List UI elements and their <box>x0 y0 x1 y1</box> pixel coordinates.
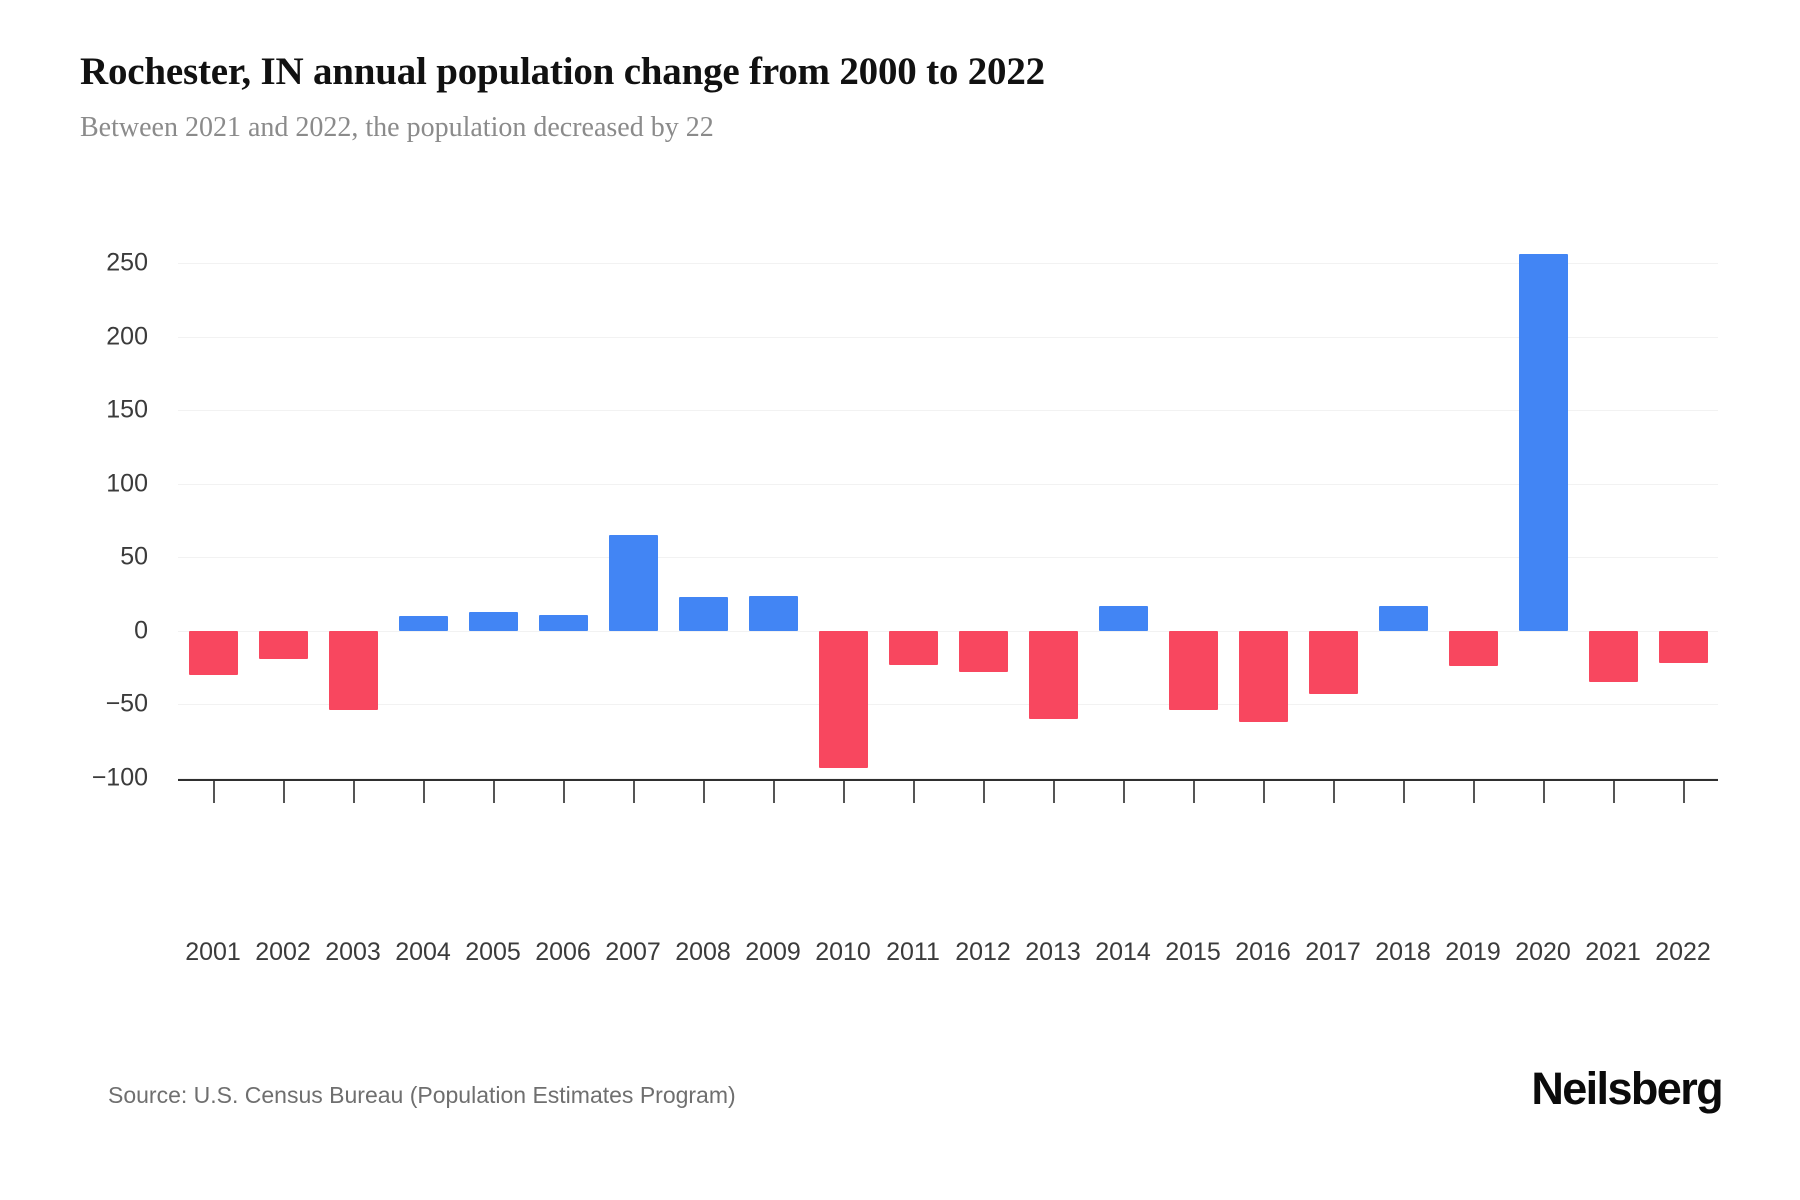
y-tick-label: 150 <box>106 395 148 424</box>
x-axis-tickmarks <box>178 781 1718 803</box>
x-tick-2017 <box>1333 781 1335 803</box>
chart-header: Rochester, IN annual population change f… <box>80 48 1720 146</box>
x-tick-2007 <box>633 781 635 803</box>
x-tick-label-2020: 2020 <box>1515 938 1571 966</box>
bar-2001[interactable] <box>188 630 238 675</box>
bar-2017[interactable] <box>1308 630 1358 695</box>
y-tick-label: 50 <box>120 542 148 571</box>
x-tick-2018 <box>1403 781 1405 803</box>
bar-2002[interactable] <box>258 630 308 659</box>
x-tick-label-2005: 2005 <box>465 938 521 966</box>
x-tick-label-2011: 2011 <box>886 938 940 966</box>
x-tick-label-2022: 2022 <box>1655 938 1711 966</box>
x-tick-2003 <box>353 781 355 803</box>
bar-2022[interactable] <box>1658 630 1708 664</box>
bar-2019[interactable] <box>1448 630 1498 667</box>
gridline--100 <box>178 778 1718 779</box>
x-axis-labels: 2001 2002 2003 2004 2005 2006 2007 2008 2009 2010… <box>178 938 1718 978</box>
x-tick-2010 <box>843 781 845 803</box>
x-tick-label-2002: 2002 <box>255 938 311 966</box>
x-axis-line <box>178 779 1718 781</box>
bar-2005[interactable] <box>468 611 518 631</box>
bar-2006[interactable] <box>538 614 588 631</box>
x-tick-label-2004: 2004 <box>395 938 451 966</box>
bar-2021[interactable] <box>1588 630 1638 683</box>
gridline-0 <box>178 630 1718 632</box>
bar-2011[interactable] <box>888 630 938 665</box>
gridline--50 <box>178 704 1718 706</box>
y-tick-label: 0 <box>134 616 148 645</box>
x-tick-label-2013: 2013 <box>1025 938 1081 966</box>
bar-2007[interactable] <box>608 535 658 631</box>
page-title: Rochester, IN annual population change f… <box>80 50 1045 93</box>
x-tick-label-2006: 2006 <box>535 938 591 966</box>
bar-2003[interactable] <box>328 630 378 711</box>
bar-2010[interactable] <box>818 630 868 768</box>
x-tick-label-2021: 2021 <box>1585 938 1641 966</box>
x-tick-2019 <box>1473 781 1475 803</box>
x-tick-2020 <box>1543 781 1545 803</box>
x-tick-label-2016: 2016 <box>1235 938 1291 966</box>
bar-2013[interactable] <box>1028 630 1078 720</box>
x-tick-2006 <box>563 781 565 803</box>
gridline-200 <box>178 336 1718 338</box>
x-tick-2015 <box>1193 781 1195 803</box>
x-tick-label-2018: 2018 <box>1375 938 1431 966</box>
x-tick-2014 <box>1123 781 1125 803</box>
bar-2015[interactable] <box>1168 630 1218 711</box>
bar-2020[interactable] <box>1518 254 1568 631</box>
y-tick-label: 100 <box>106 469 148 498</box>
brand-logo: Neilsberg <box>1531 1063 1723 1114</box>
x-tick-2012 <box>983 781 985 803</box>
x-tick-2008 <box>703 781 705 803</box>
x-tick-2011 <box>913 781 915 803</box>
chart-subtitle: Between 2021 and 2022, the population de… <box>80 112 714 143</box>
x-tick-label-2019: 2019 <box>1445 938 1501 966</box>
x-tick-label-2017: 2017 <box>1305 938 1361 966</box>
bar-2004[interactable] <box>398 616 448 631</box>
x-tick-label-2010: 2010 <box>815 938 871 966</box>
x-tick-2022 <box>1683 781 1685 803</box>
x-tick-2021 <box>1613 781 1615 803</box>
source-note: Source: U.S. Census Bureau (Population E… <box>108 1082 736 1108</box>
x-tick-2001 <box>213 781 215 803</box>
gridline-250 <box>178 263 1718 264</box>
bar-2008[interactable] <box>678 597 728 631</box>
x-tick-2002 <box>283 781 285 803</box>
y-tick-label: 250 <box>106 248 148 277</box>
x-tick-label-2012: 2012 <box>955 938 1011 966</box>
bar-series <box>178 254 1718 778</box>
x-tick-2005 <box>493 781 495 803</box>
y-tick-label: −100 <box>91 763 148 792</box>
x-tick-2004 <box>423 781 425 803</box>
x-tick-label-2014: 2014 <box>1095 938 1151 966</box>
x-tick-2009 <box>773 781 775 803</box>
x-tick-label-2015: 2015 <box>1165 938 1221 966</box>
x-tick-label-2001: 2001 <box>185 938 241 966</box>
y-tick-label: −50 <box>105 689 148 718</box>
gridline-150 <box>178 410 1718 412</box>
bar-2009[interactable] <box>748 595 798 631</box>
x-tick-label-2008: 2008 <box>675 938 731 966</box>
gridline-100 <box>178 483 1718 485</box>
x-tick-label-2007: 2007 <box>605 938 661 966</box>
bar-2012[interactable] <box>958 630 1008 673</box>
bar-2016[interactable] <box>1238 630 1288 723</box>
x-tick-2016 <box>1263 781 1265 803</box>
bar-2018[interactable] <box>1378 605 1428 631</box>
x-tick-label-2003: 2003 <box>325 938 381 966</box>
x-tick-label-2009: 2009 <box>745 938 801 966</box>
x-tick-2013 <box>1053 781 1055 803</box>
gridline-50 <box>178 557 1718 559</box>
plot-grid <box>178 263 1718 779</box>
bar-2014[interactable] <box>1098 605 1148 631</box>
y-tick-label: 200 <box>106 322 148 351</box>
y-axis-labels: 250 200 150 100 50 0 −50 −100 <box>0 249 160 792</box>
